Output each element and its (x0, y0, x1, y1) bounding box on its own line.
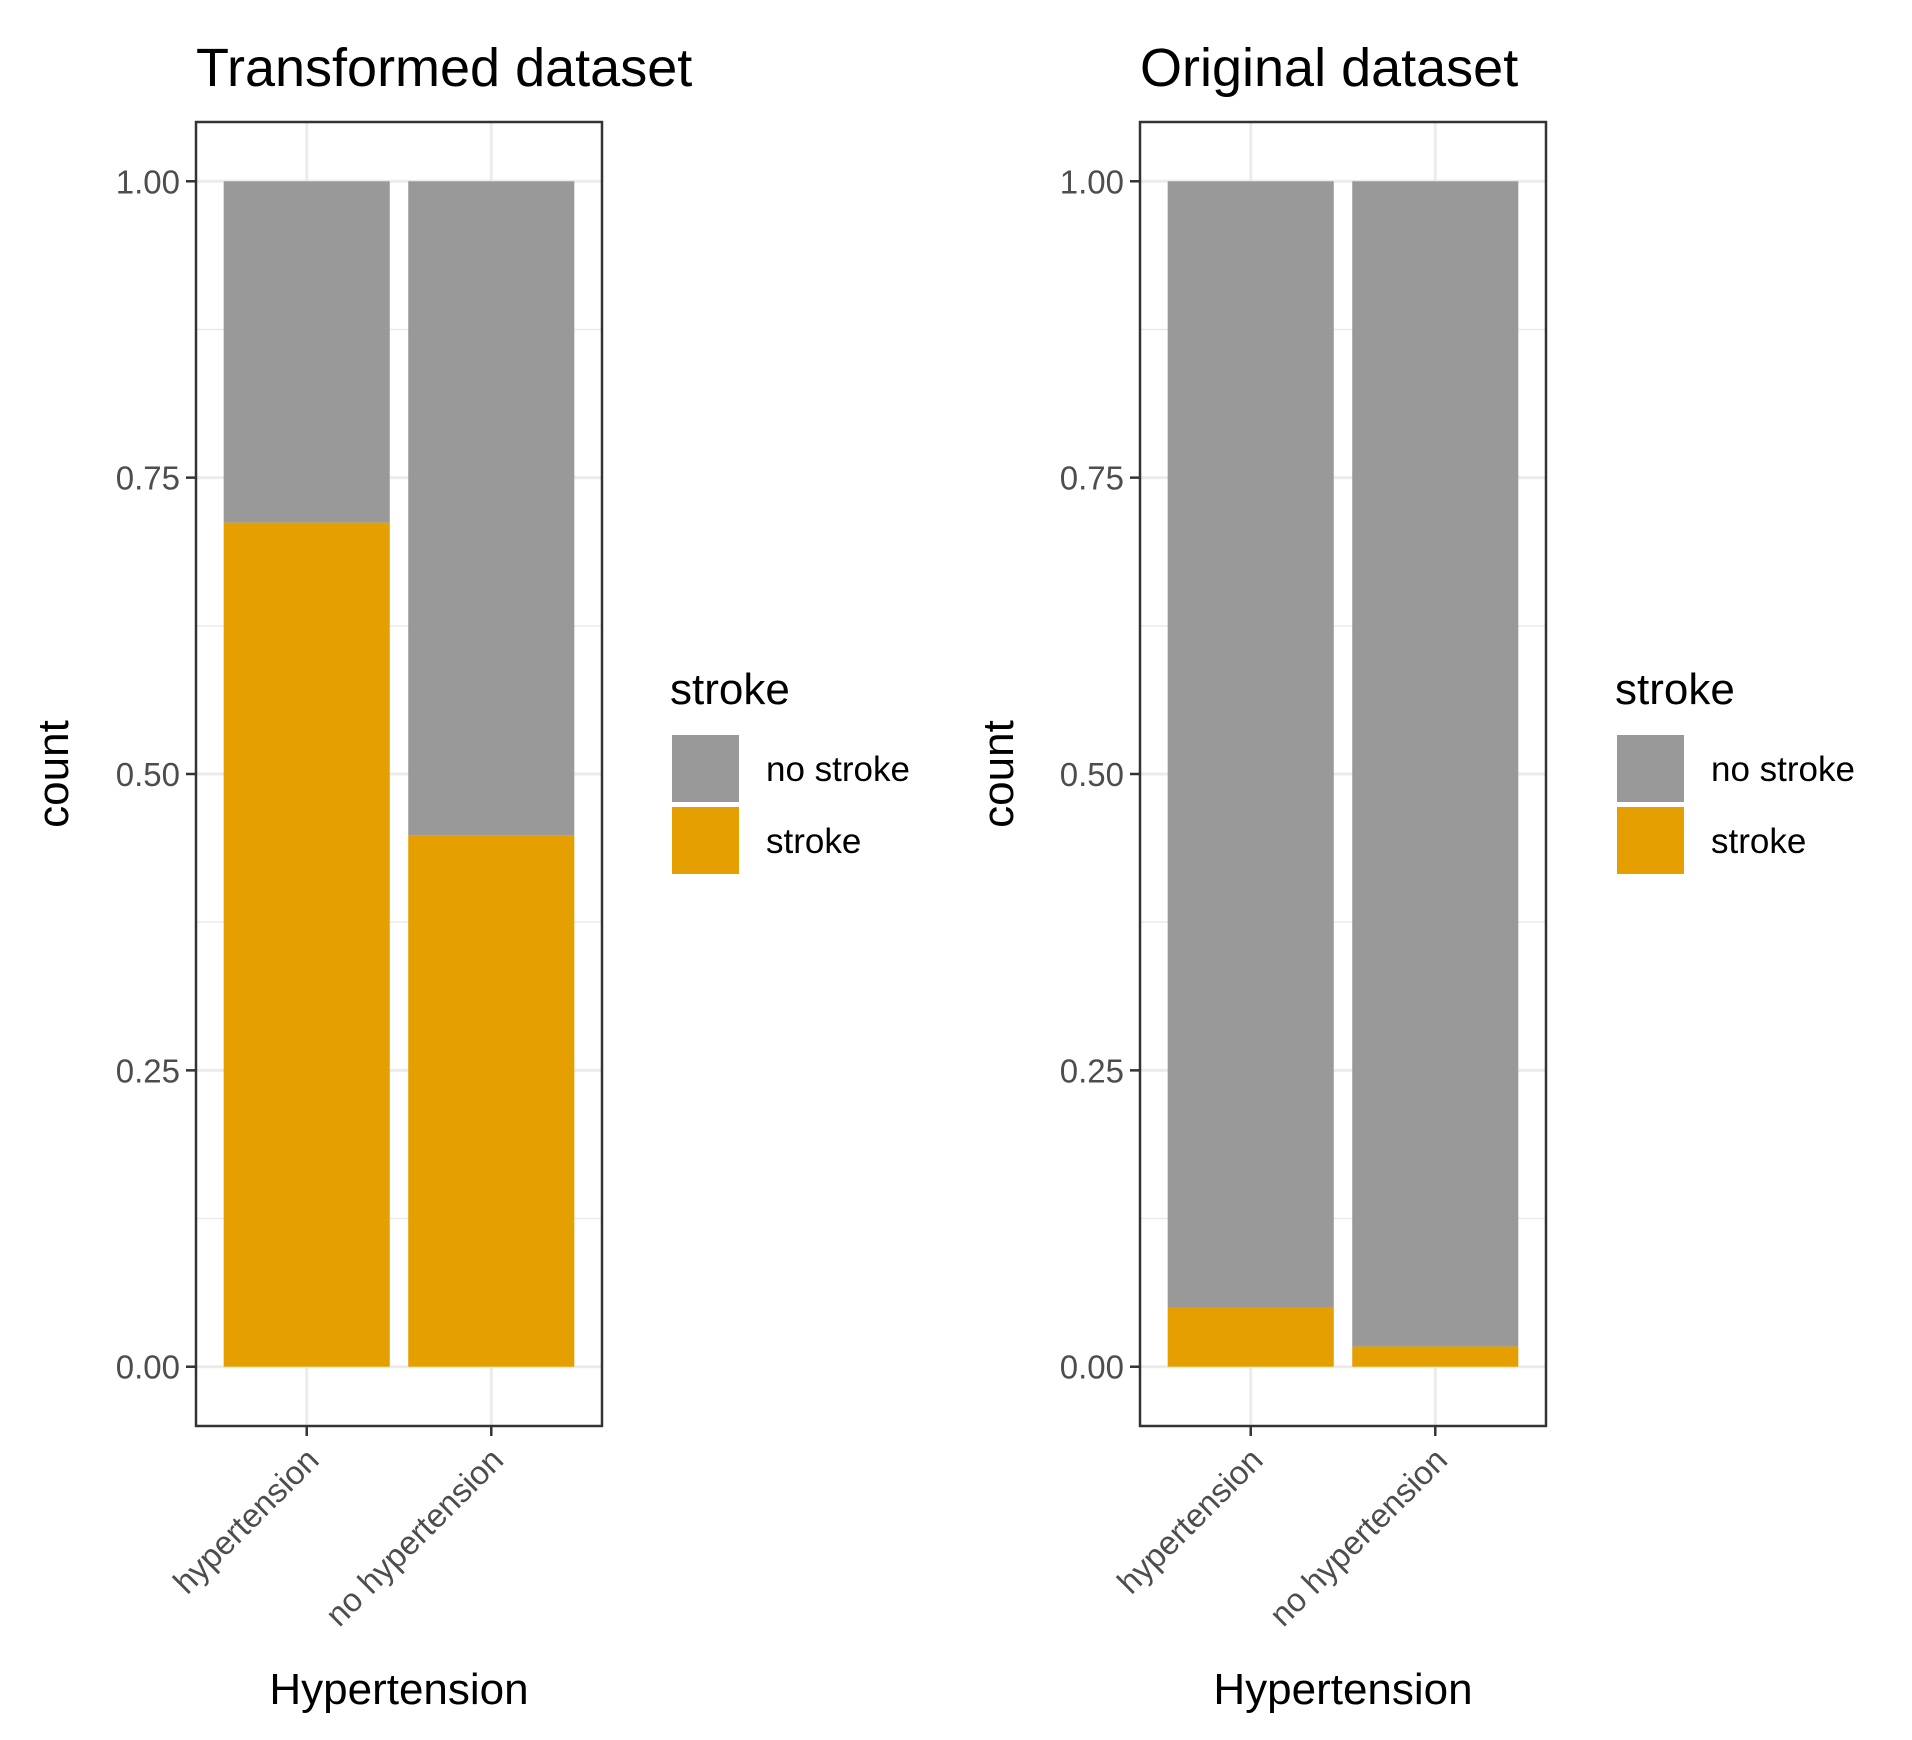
legend-key-stroke (1617, 807, 1684, 874)
legend-key-no-stroke (672, 735, 739, 802)
legend-label-no-stroke: no stroke (1711, 750, 1855, 789)
bar-no-stroke-hypertension (1167, 181, 1334, 1308)
legend-title: stroke (670, 665, 790, 714)
legend-label-no-stroke: no stroke (766, 750, 910, 789)
bar-stroke-no-hypertension (1352, 1346, 1519, 1367)
y-tick-label: 0.00 (1060, 1349, 1124, 1386)
y-tick-label: 0.25 (116, 1052, 180, 1089)
legend-title: stroke (1615, 665, 1735, 714)
y-tick-label: 0.50 (116, 756, 180, 793)
bar-stroke-hypertension (1167, 1307, 1334, 1367)
chart-title: Transformed dataset (196, 38, 692, 98)
bar-stroke-hypertension (223, 522, 390, 1367)
y-axis-title: count (29, 720, 78, 828)
y-tick-label: 0.25 (1060, 1052, 1124, 1089)
bar-no-stroke-hypertension (223, 181, 390, 523)
bar-no-stroke-no-hypertension (408, 181, 575, 836)
x-axis-title: Hypertension (269, 1665, 528, 1714)
legend-label-stroke: stroke (766, 822, 861, 861)
x-tick-label: no hypertension (1262, 1441, 1454, 1633)
legend: stroke no stroke stroke (1615, 665, 1855, 874)
x-tick-label: no hypertension (318, 1441, 510, 1633)
y-tick-label: 1.00 (116, 163, 180, 200)
legend-key-stroke (672, 807, 739, 874)
y-axis-title: count (974, 720, 1023, 828)
x-tick-label: hypertension (166, 1441, 326, 1601)
chart-title: Original dataset (1140, 38, 1518, 98)
y-tick-label: 0.50 (1060, 756, 1124, 793)
y-tick-label: 0.75 (1060, 460, 1124, 497)
y-tick-label: 0.75 (116, 460, 180, 497)
y-tick-label: 1.00 (1060, 163, 1124, 200)
legend: stroke no stroke stroke (670, 665, 910, 874)
y-tick-label: 0.00 (116, 1349, 180, 1386)
x-axis-title: Hypertension (1213, 1665, 1472, 1714)
legend-label-stroke: stroke (1711, 822, 1806, 861)
bar-no-stroke-no-hypertension (1352, 181, 1519, 1347)
legend-key-no-stroke (1617, 735, 1684, 802)
bar-stroke-no-hypertension (408, 835, 575, 1367)
x-tick-label: hypertension (1110, 1441, 1270, 1601)
